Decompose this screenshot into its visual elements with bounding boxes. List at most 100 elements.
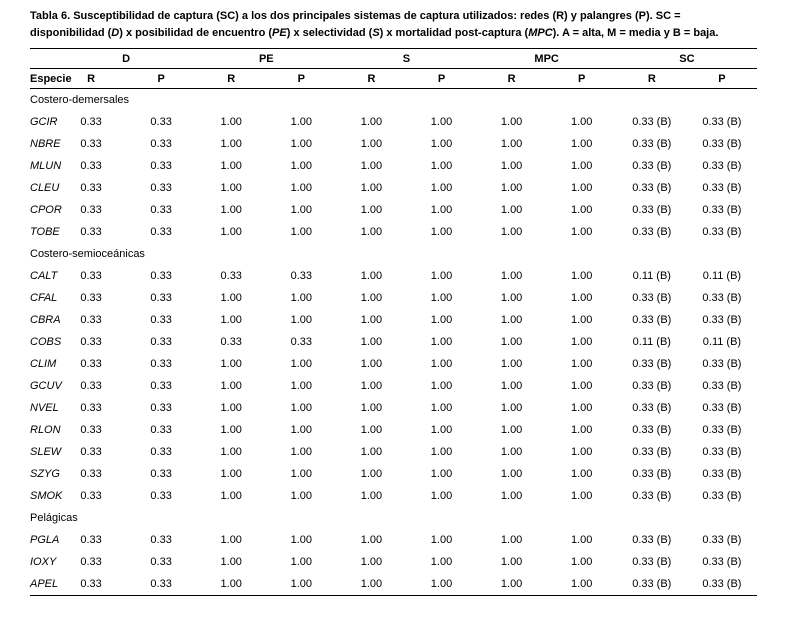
col-header-pe-p: P [266,68,337,89]
value-cell: 0.33 [80,358,102,370]
value-cell: 1.00 [290,204,313,216]
value-cell: 0.33 [220,336,242,348]
value-cell: 0.33 (B) [632,468,672,480]
col-header-d-p: P [126,68,197,89]
value-cell: 1.00 [430,204,453,216]
value-cell: 1.00 [290,468,313,480]
value-cell: 1.00 [360,556,383,568]
value-cell: 1.00 [500,314,523,326]
value-cell: 1.00 [570,490,593,502]
value-cell: 0.33 [150,138,172,150]
value-cell: 1.00 [500,556,523,568]
value-cell: 1.00 [360,380,383,392]
value-cell: 1.00 [430,138,453,150]
species-group-label: Costero-demersales [30,94,130,106]
value-cell: 0.33 (B) [632,138,672,150]
value-cell: 0.33 [80,402,102,414]
value-cell: 0.33 (B) [632,534,672,546]
value-cell: 0.33 (B) [632,358,672,370]
value-cell: 1.00 [220,292,242,304]
value-cell: 1.00 [360,226,383,238]
value-cell: 1.00 [430,292,453,304]
value-cell: 1.00 [570,160,593,172]
value-cell: 1.00 [290,578,313,590]
value-cell: 1.00 [500,182,523,194]
caption-segment: ) x selectividad ( [286,26,373,39]
value-cell: 0.33 [150,402,172,414]
table-caption: Tabla 6. Susceptibilidad de captura (SC)… [30,8,757,41]
group-header-row: D PE S MPC SC [30,48,757,69]
value-cell: 0.33 [150,358,172,370]
species-cell: GCIR [30,116,58,128]
species-cell: NVEL [30,402,59,414]
value-cell: 1.00 [430,534,453,546]
value-cell: 1.00 [220,534,242,546]
col-header-pe-r: R [196,68,267,89]
table-header: D PE S MPC SC Especie R P R P R P R P R … [30,48,757,89]
value-cell: 1.00 [220,490,242,502]
table-row: GCIR 0.33 0.33 1.00 1.00 1.00 1.00 1.00 1.00 0.33… [30,111,757,133]
species-cell: CLEU [30,182,60,194]
table-row: IOXY 0.33 0.33 1.00 1.00 1.00 1.00 1.00 1.00 0.33… [30,551,757,573]
value-cell: 0.33 (B) [632,490,672,502]
col-header-sc-r: R [616,68,687,89]
value-cell: 1.00 [500,446,523,458]
species-cell: NBRE [30,138,61,150]
value-cell: 0.33 (B) [702,182,742,194]
col-header-mpc-p: P [546,68,617,89]
value-cell: 0.33 (B) [702,204,742,216]
value-cell: 0.33 [290,270,313,282]
value-cell: 0.33 [150,380,172,392]
col-header-mpc-r: R [476,68,547,89]
value-cell: 1.00 [570,446,593,458]
value-cell: 1.00 [500,226,523,238]
value-cell: 1.00 [360,468,383,480]
value-cell: 1.00 [430,358,453,370]
value-cell: 0.11 (B) [632,270,671,282]
table-row: RLON 0.33 0.33 1.00 1.00 1.00 1.00 1.00 1.00 0.33… [30,419,757,441]
value-cell: 1.00 [500,336,523,348]
species-group-label: Pelágicas [30,512,78,524]
value-cell: 0.33 (B) [632,556,672,568]
table-row: SZYG 0.33 0.33 1.00 1.00 1.00 1.00 1.00 1.00 0.33… [30,463,757,485]
table-row: CPOR 0.33 0.33 1.00 1.00 1.00 1.00 1.00 1.00 0.33… [30,199,757,221]
col-header-d-r: R [56,68,127,89]
value-cell: 0.33 [150,292,172,304]
value-cell: 1.00 [290,534,313,546]
value-cell: 1.00 [430,116,453,128]
table-row: PGLA 0.33 0.33 1.00 1.00 1.00 1.00 1.00 1.00 0.33… [30,529,757,551]
table-row: CBRA 0.33 0.33 1.00 1.00 1.00 1.00 1.00 1.00 0.33… [30,309,757,331]
value-cell: 1.00 [360,446,383,458]
value-cell: 0.33 (B) [632,160,672,172]
value-cell: 1.00 [570,116,593,128]
value-cell: 0.33 [80,490,102,502]
value-cell: 1.00 [500,424,523,436]
value-cell: 1.00 [500,292,523,304]
value-cell: 1.00 [290,402,313,414]
value-cell: 1.00 [430,270,453,282]
value-cell: 1.00 [360,534,383,546]
value-cell: 0.33 (B) [702,314,742,326]
value-cell: 0.33 (B) [702,402,742,414]
value-cell: 1.00 [360,402,383,414]
value-cell: 0.33 [290,336,313,348]
value-cell: 0.33 [80,204,102,216]
value-cell: 0.33 (B) [702,556,742,568]
caption-segment: ). A = alta, M = media y B = baja. [552,26,719,39]
value-cell: 1.00 [500,402,523,414]
value-cell: 1.00 [360,160,383,172]
value-cell: 1.00 [220,556,242,568]
value-cell: 0.33 (B) [702,226,742,238]
value-cell: 0.33 [150,424,172,436]
value-cell: 0.33 [150,270,172,282]
caption-segment: Tabla 6. Susceptibilidad de captura (SC)… [30,10,681,39]
value-cell: 0.33 (B) [632,116,672,128]
value-cell: 1.00 [290,138,313,150]
value-cell: 0.33 (B) [632,292,672,304]
value-cell: 0.33 (B) [702,116,742,128]
value-cell: 0.33 [80,226,102,238]
value-cell: 0.33 [80,292,102,304]
table-row: GCUV 0.33 0.33 1.00 1.00 1.00 1.00 1.00 1.00 0.33… [30,375,757,397]
species-cell: SLEW [30,446,62,458]
